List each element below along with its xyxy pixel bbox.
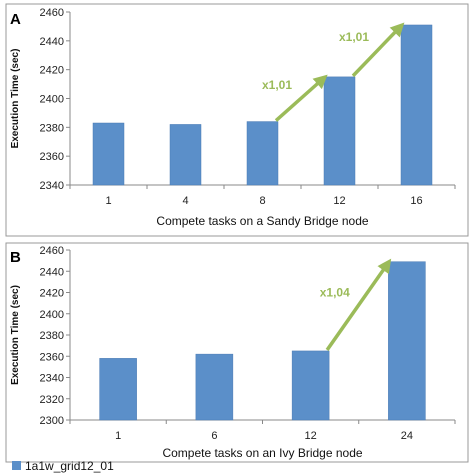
- x-axis-title: Compete tasks on an Ivy Bridge node: [162, 446, 362, 460]
- y-tick-label: 2420: [40, 65, 64, 77]
- legend: 1a1w_grid12_01: [12, 459, 114, 473]
- growth-arrow: [351, 22, 405, 78]
- x-tick-label: 8: [259, 195, 265, 207]
- bar-16: [400, 24, 433, 186]
- bar-12: [323, 76, 356, 186]
- y-axis-title: Execution Time (sec): [10, 49, 21, 149]
- x-tick-label: 12: [333, 195, 345, 207]
- chart-panel-a: A 2340 2360 2380 2400 2420 2440 2460 1 4 8 12 16 Comp…: [5, 3, 469, 237]
- x-tick-label: 1: [105, 195, 111, 207]
- y-tick-label: 2460: [40, 245, 64, 257]
- growth-arrow: [274, 74, 328, 122]
- bar-12: [291, 350, 330, 421]
- y-tick-label: 2380: [40, 330, 64, 342]
- y-tick-label: 2460: [40, 7, 64, 19]
- y-axis-title: Execution Time (sec): [10, 285, 21, 385]
- panel-frame: [5, 242, 469, 463]
- growth-annotation: x1,04: [320, 285, 350, 299]
- bar-1: [92, 122, 125, 186]
- y-tick-label: 2340: [40, 180, 64, 192]
- y-tick-label: 2360: [40, 351, 64, 363]
- y-tick-label: 2440: [40, 36, 64, 48]
- growth-annotation: x1,01: [339, 30, 369, 44]
- bar-4: [169, 124, 202, 186]
- y-tick-label: 2440: [40, 266, 64, 278]
- x-tick-label: 6: [211, 430, 217, 442]
- legend-label: 1a1w_grid12_01: [25, 459, 114, 473]
- x-tick-label: 1: [115, 430, 121, 442]
- bar-1: [99, 358, 137, 421]
- x-tick-label: 4: [182, 195, 188, 207]
- y-tick-label: 2320: [40, 394, 64, 406]
- y-tick-label: 2340: [40, 373, 64, 385]
- panel-label: B: [10, 249, 21, 266]
- growth-arrow: [325, 258, 392, 351]
- bar-8: [246, 121, 279, 186]
- chart-panel-b: B 2300 2320 2340 2360 2380 2400 2420 2440 2460 1 6 1…: [5, 242, 469, 463]
- panel-label: A: [10, 11, 21, 28]
- x-tick-label: 12: [305, 430, 317, 442]
- y-tick-label: 2400: [40, 94, 64, 106]
- y-tick-label: 2360: [40, 151, 64, 163]
- growth-annotation: x1,01: [262, 78, 292, 92]
- x-tick-label: 24: [401, 430, 413, 442]
- x-axis-title: Compete tasks on a Sandy Bridge node: [156, 214, 368, 228]
- y-tick-label: 2420: [40, 288, 64, 300]
- legend-swatch: [12, 461, 21, 470]
- panel-frame: [5, 3, 469, 237]
- bar-6: [195, 353, 234, 421]
- x-tick-label: 16: [410, 195, 422, 207]
- y-tick-label: 2300: [40, 415, 64, 427]
- y-tick-label: 2380: [40, 122, 64, 134]
- bar-24: [388, 261, 426, 421]
- y-tick-label: 2400: [40, 309, 64, 321]
